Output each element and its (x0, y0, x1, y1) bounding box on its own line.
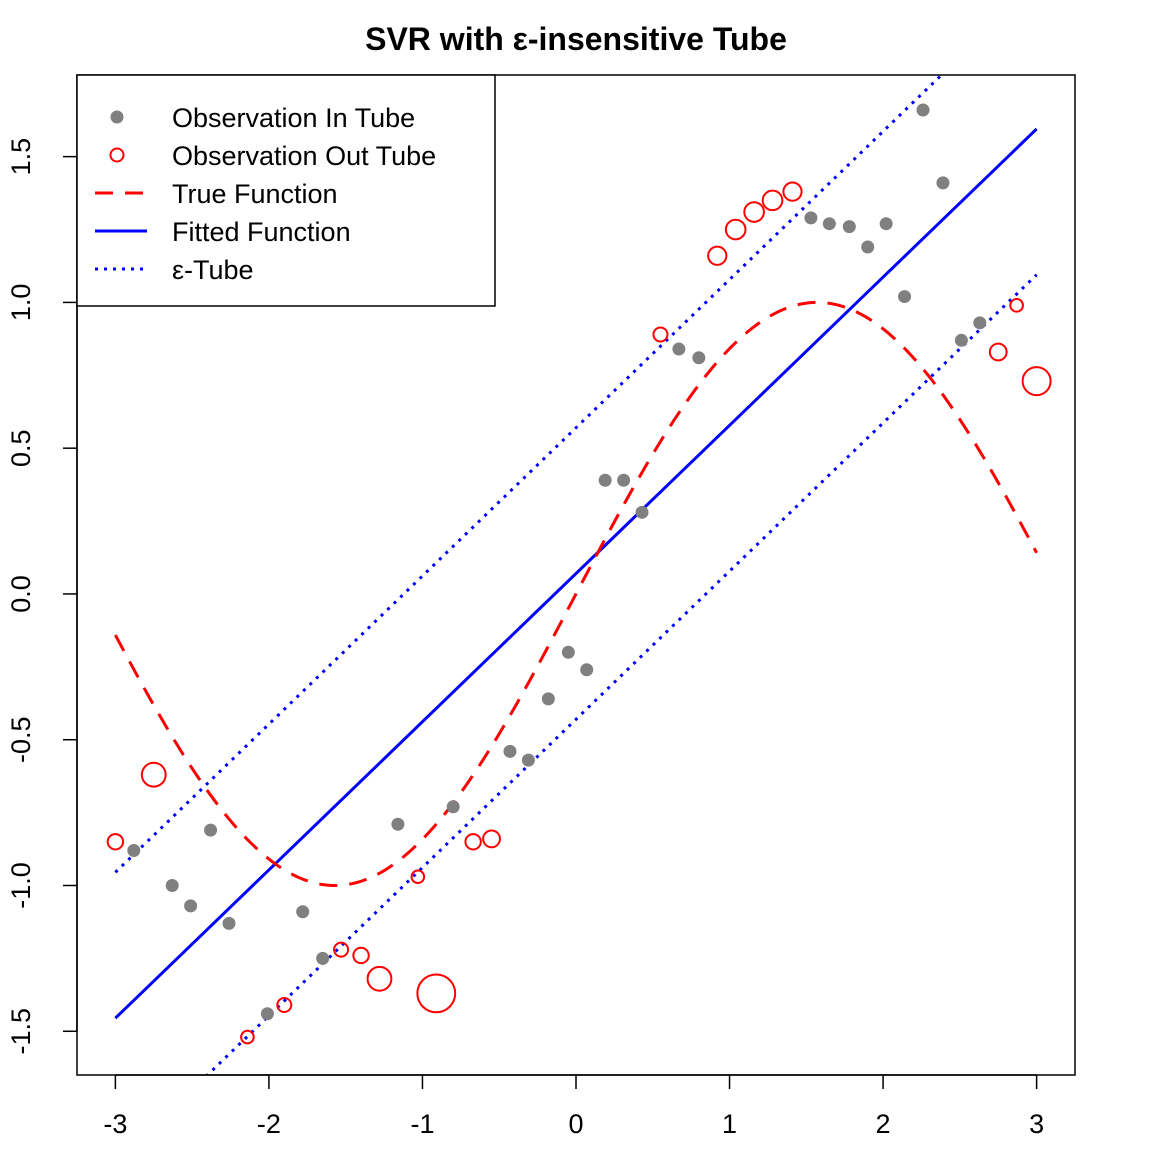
in-tube-point (260, 1007, 274, 1021)
in-tube-point (204, 823, 218, 837)
in-tube-point (861, 240, 875, 254)
out-tube-point (761, 189, 784, 212)
observation-points (106, 103, 1052, 1045)
in-tube-point (127, 844, 141, 858)
in-tube-point (165, 878, 179, 892)
in-tube-point (503, 744, 517, 758)
y-tick-label: 0.0 (6, 575, 36, 613)
in-tube-point (222, 916, 236, 930)
in-tube-point (973, 316, 987, 330)
y-tick-label: -1.0 (6, 862, 36, 909)
x-tick-label: -1 (410, 1109, 434, 1139)
x-tick-label: 0 (568, 1109, 583, 1139)
out-tube-point (782, 181, 803, 202)
out-tube-point (352, 946, 370, 965)
out-tube-point (333, 941, 350, 958)
in-tube-point (580, 663, 594, 677)
fitted-function-line-group (114, 127, 1038, 1020)
legend-label: True Function (172, 179, 338, 209)
legend-box (76, 74, 496, 307)
out-tube-point (988, 342, 1008, 362)
x-tick-label: -2 (257, 1109, 281, 1139)
in-tube-point (184, 899, 198, 913)
legend-label: Observation In Tube (172, 103, 415, 133)
legend-label: ε-Tube (172, 255, 254, 285)
out-tube-point (707, 245, 728, 266)
y-tick-label: -0.5 (6, 716, 36, 763)
epsilon-tube-upper (114, 75, 944, 874)
in-tube-point (635, 505, 649, 519)
in-tube-point (672, 342, 686, 356)
out-tube-point (743, 201, 765, 223)
true-function-curve-group (114, 300, 1038, 887)
legend-key-in-tube (110, 110, 124, 124)
out-tube-point (724, 218, 747, 241)
fitted-function-line (114, 127, 1038, 1020)
axes: -3 -2 -1 0 1 2 3 -1.5 -1.0 -0.5 0.0 0.5 1.0 1.5 (6, 138, 1044, 1139)
x-tick-label: 3 (1029, 1109, 1044, 1139)
in-tube-point (916, 103, 930, 117)
out-tube-point (1021, 366, 1052, 397)
epsilon-tube-lines (114, 75, 1038, 1075)
out-tube-point (276, 997, 293, 1014)
true-function-curve (114, 300, 1038, 887)
in-tube-point (391, 817, 405, 831)
x-tick-label: 1 (722, 1109, 737, 1139)
out-tube-point (652, 326, 669, 343)
in-tube-point (692, 351, 706, 365)
legend: Observation In Tube Observation Out Tube T… (76, 74, 496, 307)
in-tube-point (446, 800, 460, 814)
legend-label: Observation Out Tube (172, 141, 436, 171)
in-tube-point (598, 473, 612, 487)
legend-label: Fitted Function (172, 217, 351, 247)
epsilon-tube-lower (205, 273, 1038, 1075)
y-tick-label: 1.0 (6, 284, 36, 322)
out-tube-point (1009, 298, 1024, 313)
chart-title: SVR with ε-insensitive Tube (365, 21, 787, 57)
out-tube-point (464, 833, 482, 851)
out-tube-point (140, 761, 167, 788)
plot-area (76, 74, 1076, 1076)
legend-key-out-tube (109, 147, 125, 163)
out-tube-point (482, 829, 501, 849)
out-tube-point (366, 965, 393, 992)
x-tick-label: 2 (876, 1109, 891, 1139)
y-tick-label: 0.5 (6, 429, 36, 467)
in-tube-point (617, 473, 631, 487)
in-tube-point (804, 211, 818, 225)
out-tube-point (240, 1029, 255, 1045)
in-tube-point (541, 692, 555, 706)
x-tick-label: -3 (103, 1109, 127, 1139)
out-tube-point (106, 833, 125, 851)
y-tick-label: 1.5 (6, 138, 36, 176)
in-tube-point (842, 220, 856, 234)
in-tube-point (316, 951, 330, 965)
in-tube-point (954, 333, 968, 347)
in-tube-point (521, 753, 535, 767)
in-tube-point (296, 905, 310, 919)
in-tube-point (879, 217, 893, 231)
out-tube-point (416, 973, 457, 1014)
out-tube-point (410, 869, 426, 885)
in-tube-point (822, 217, 836, 231)
in-tube-point (561, 645, 575, 659)
y-tick-label: -1.5 (6, 1008, 36, 1055)
in-tube-point (936, 176, 950, 190)
in-tube-point (898, 290, 912, 304)
